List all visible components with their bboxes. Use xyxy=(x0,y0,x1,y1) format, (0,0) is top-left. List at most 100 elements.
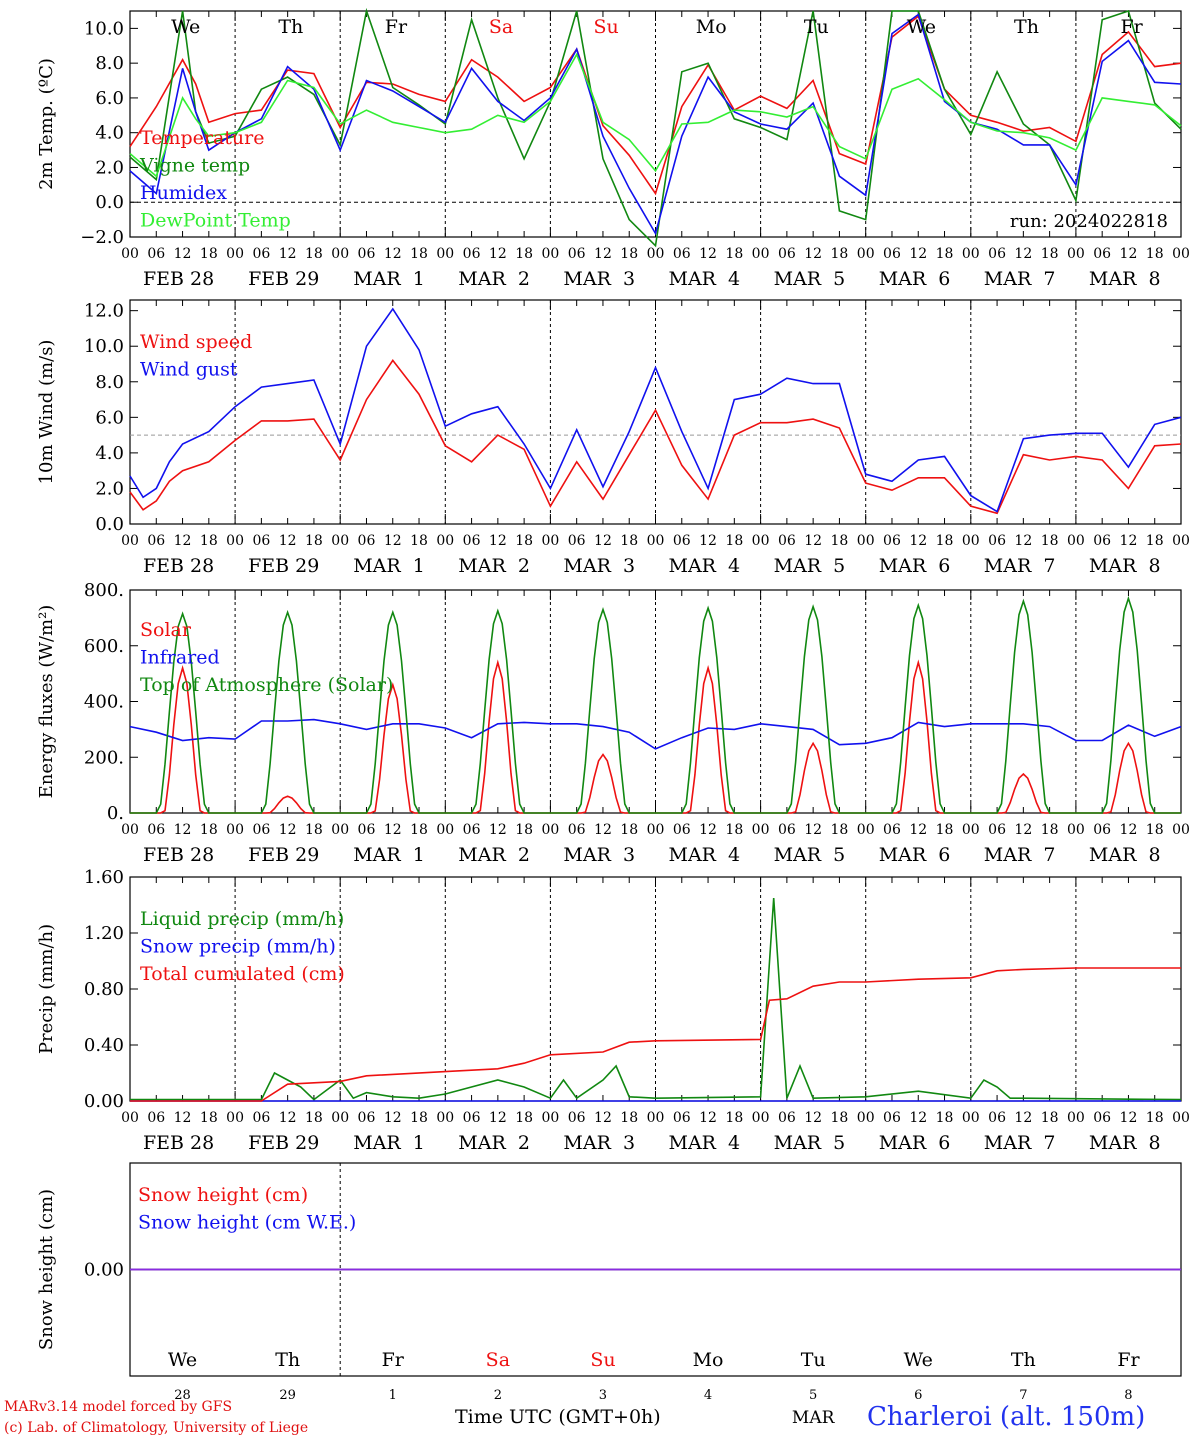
weekday-label: Th xyxy=(1014,16,1039,38)
x-tick-label: 12 xyxy=(699,533,717,549)
x-tick-label: 12 xyxy=(279,533,297,549)
x-tick-label: 12 xyxy=(174,246,192,262)
x-tick-label: 06 xyxy=(568,822,586,838)
x-tick-label: 18 xyxy=(831,822,849,838)
x-tick-label: 18 xyxy=(936,533,954,549)
x-tick-label: 12 xyxy=(489,246,507,262)
x-tick-label: 18 xyxy=(305,822,323,838)
x-tick-label: 06 xyxy=(883,822,901,838)
date-label: MAR 7 xyxy=(984,1132,1056,1154)
legend-entry: Infrared xyxy=(140,647,220,669)
date-label: MAR 4 xyxy=(669,1132,741,1154)
x-tick-label: 06 xyxy=(147,246,165,262)
series-dewpoint-temp xyxy=(129,52,1182,178)
x-tick-label: 12 xyxy=(804,246,822,262)
y-tick-label: 0.0 xyxy=(95,192,124,213)
x-tick-label: 00 xyxy=(226,246,244,262)
y-tick-label: 200. xyxy=(84,747,124,768)
y-tick-label: 2.0 xyxy=(95,478,124,499)
x-tick-label: 06 xyxy=(358,533,376,549)
x-tick-label: 18 xyxy=(200,533,218,549)
x-tick-label: 06 xyxy=(463,1110,481,1126)
y-tick-label: 600. xyxy=(84,636,124,657)
x-tick-label: 18 xyxy=(620,533,638,549)
y-tick-label: 0.80 xyxy=(84,979,124,1000)
x-tick-label: 18 xyxy=(725,822,743,838)
y-tick-label: 8.0 xyxy=(95,372,124,393)
panel-2: 0.0 2.0 4.0 6.0 8.0 10.0 12.0 10m Wind (m/s) 00 0… xyxy=(36,299,1190,577)
x-tick-label: 00 xyxy=(962,822,980,838)
x-tick-label: 12 xyxy=(1014,1110,1032,1126)
date-label: FEB 28 xyxy=(143,844,214,866)
x-tick-label: 12 xyxy=(909,1110,927,1126)
x-tick-label: 06 xyxy=(988,1110,1006,1126)
y-tick-label: 0.00 xyxy=(84,1091,124,1112)
x-tick-label: 18 xyxy=(410,533,428,549)
x-tick-label: 06 xyxy=(778,1110,796,1126)
weekday-label-bottom: We xyxy=(904,1349,933,1371)
x-tick-label: 00 xyxy=(647,822,665,838)
x-tick-label: 18 xyxy=(725,533,743,549)
y-axis-label: Snow height (cm) xyxy=(36,1189,57,1350)
x-tick-label: 06 xyxy=(252,1110,270,1126)
x-tick-label: 12 xyxy=(804,822,822,838)
y-tick-label: 1.60 xyxy=(84,867,124,888)
date-label: FEB 29 xyxy=(248,1132,319,1154)
y-tick-label: 4.0 xyxy=(95,443,124,464)
x-tick-label: 18 xyxy=(936,822,954,838)
weekday-label: Mo xyxy=(696,16,727,38)
date-label: MAR 1 xyxy=(353,268,425,290)
x-tick-label: 18 xyxy=(410,246,428,262)
x-tick-label: 18 xyxy=(1146,246,1164,262)
x-tick-label: 06 xyxy=(463,822,481,838)
x-tick-label: 12 xyxy=(1120,1110,1138,1126)
x-tick-label: 12 xyxy=(174,533,192,549)
legend-entry: Vigne temp xyxy=(139,155,250,177)
day-number: 7 xyxy=(1019,1388,1027,1403)
date-label: MAR 1 xyxy=(353,844,425,866)
x-tick-label: 06 xyxy=(673,246,691,262)
x-tick-label: 18 xyxy=(200,822,218,838)
legend-entry: Snow height (cm W.E.) xyxy=(138,1212,356,1234)
weekday-label: Sa xyxy=(489,16,513,38)
date-label: MAR 5 xyxy=(774,555,846,577)
panel-3: 0. 200. 400. 600. 800. Energy fluxes (W/m²) 00… xyxy=(36,580,1190,866)
x-tick-label: 06 xyxy=(358,1110,376,1126)
x-tick-label: 18 xyxy=(200,246,218,262)
x-tick-label: 06 xyxy=(778,246,796,262)
y-tick-label: 8.0 xyxy=(95,53,124,74)
date-label: MAR 6 xyxy=(879,555,951,577)
legend-entry: Humidex xyxy=(140,182,227,204)
legend-entry: Wind gust xyxy=(140,359,238,381)
date-label: MAR 5 xyxy=(774,268,846,290)
series-top-of-atmosphere-solar xyxy=(130,595,1181,814)
x-tick-label: 06 xyxy=(778,822,796,838)
day-number: 28 xyxy=(174,1388,191,1403)
date-label: MAR 8 xyxy=(1089,268,1161,290)
legend-entry: Total cumulated (cm) xyxy=(140,963,345,985)
x-tick-label: 00 xyxy=(541,822,559,838)
series-infrared xyxy=(129,718,1182,750)
x-tick-label: 06 xyxy=(673,533,691,549)
date-label: MAR 4 xyxy=(669,555,741,577)
x-tick-label: 12 xyxy=(909,246,927,262)
x-tick-label: 06 xyxy=(883,533,901,549)
date-label: MAR 7 xyxy=(984,844,1056,866)
weekday-label-bottom: Th xyxy=(275,1349,300,1371)
day-number: 3 xyxy=(599,1388,607,1403)
date-label: MAR 1 xyxy=(353,1132,425,1154)
x-tick-label: 18 xyxy=(936,1110,954,1126)
weekday-label-bottom: Tu xyxy=(801,1349,826,1371)
x-tick-label: 18 xyxy=(515,246,533,262)
x-tick-label: 00 xyxy=(541,533,559,549)
x-tick-label: 00 xyxy=(752,246,770,262)
date-label: MAR 6 xyxy=(879,1132,951,1154)
x-tick-label: 12 xyxy=(804,1110,822,1126)
x-tick-label: 18 xyxy=(1146,822,1164,838)
series-wind-speed xyxy=(129,359,1182,515)
legend-entry: Snow precip (mm/h) xyxy=(140,936,336,958)
x-tick-label: 00 xyxy=(331,246,349,262)
y-axis-label: 10m Wind (m/s) xyxy=(36,340,57,485)
x-tick-label: 12 xyxy=(279,246,297,262)
